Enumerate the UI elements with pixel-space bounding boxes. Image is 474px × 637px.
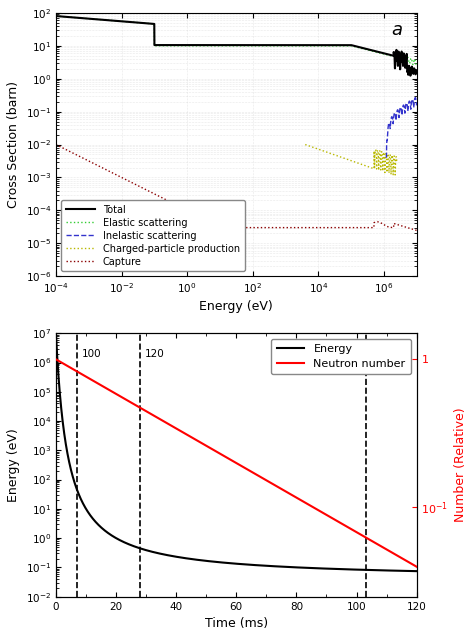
- X-axis label: Energy (eV): Energy (eV): [200, 301, 273, 313]
- Text: a: a: [391, 21, 402, 39]
- Legend: Energy, Neutron number: Energy, Neutron number: [271, 339, 411, 375]
- Y-axis label: Energy (eV): Energy (eV): [7, 428, 20, 502]
- Text: 100: 100: [82, 348, 101, 359]
- Y-axis label: Number (Relative): Number (Relative): [454, 408, 467, 522]
- Y-axis label: Cross Section (barn): Cross Section (barn): [7, 81, 20, 208]
- Legend: Total, Elastic scattering, Inelastic scattering, Charged-particle production, Ca: Total, Elastic scattering, Inelastic sca…: [61, 200, 245, 271]
- Text: 140th scattering: 140th scattering: [282, 348, 363, 359]
- Text: 120: 120: [145, 348, 164, 359]
- X-axis label: Time (ms): Time (ms): [205, 617, 268, 630]
- Text: b: b: [391, 341, 402, 359]
